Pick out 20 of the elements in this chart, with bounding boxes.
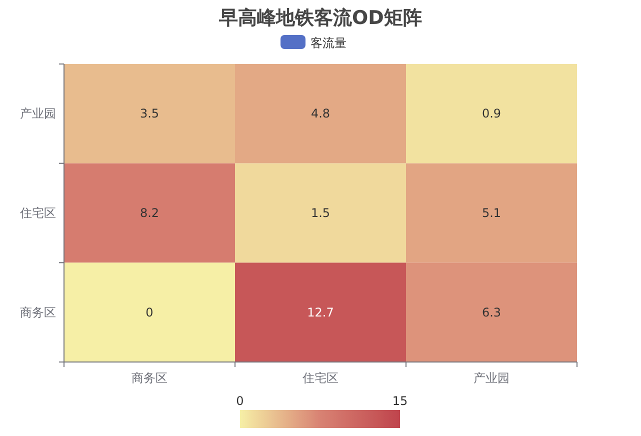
- legend-item: 客流量: [280, 35, 346, 50]
- x-tick-label: 产业园: [474, 371, 510, 385]
- data-label: 6.3: [482, 305, 502, 320]
- chart-title: 早高峰地铁客流OD矩阵: [218, 7, 422, 29]
- y-tick-label: 住宅区: [19, 206, 56, 220]
- data-label: 12.7: [307, 305, 334, 320]
- y-tick-label: 产业园: [20, 106, 56, 121]
- data-label: 4.8: [310, 106, 330, 121]
- x-tick-label: 住宅区: [302, 371, 338, 385]
- color-bar-label: 0: [236, 394, 244, 408]
- data-label: 0.9: [482, 106, 502, 121]
- data-label: 3.5: [140, 106, 160, 121]
- data-label: 5.1: [482, 206, 502, 220]
- data-label: 0: [146, 305, 154, 320]
- data-label: 8.2: [140, 206, 160, 220]
- x-tick-label: 商务区: [132, 371, 168, 385]
- color-bar-label: 15: [392, 394, 408, 408]
- color-bar-title: 客流量: [310, 36, 346, 50]
- data-label: 1.5: [310, 206, 330, 220]
- y-tick-label: 商务区: [20, 305, 56, 320]
